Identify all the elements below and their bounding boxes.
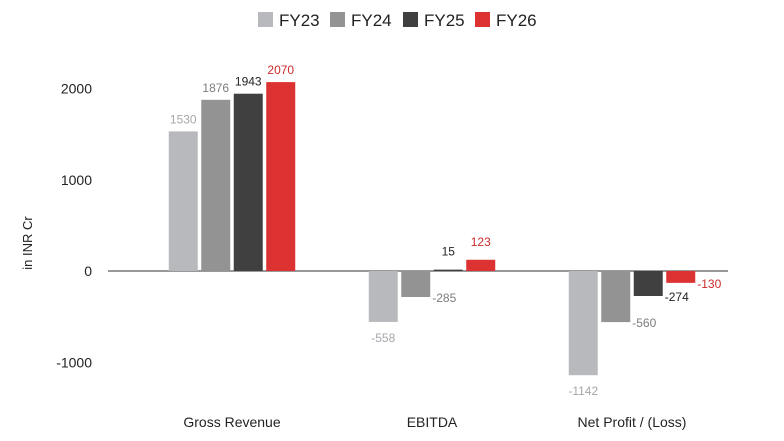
data-label: -130 — [697, 277, 721, 291]
x-axis: Gross Revenue EBITDA Net Profit / (Loss) — [183, 414, 686, 430]
bar-fy25 — [433, 269, 463, 272]
y-axis-label: in INR Cr — [20, 216, 35, 270]
bar-fy24 — [601, 271, 631, 323]
legend-label-fy24: FY24 — [351, 11, 392, 30]
data-label: 1530 — [170, 112, 197, 126]
legend-swatch-fy23 — [258, 12, 273, 27]
legend-swatch-fy24 — [330, 12, 345, 27]
legend-label-fy23: FY23 — [279, 11, 320, 30]
legend-label-fy25: FY25 — [424, 11, 465, 30]
bar-fy25 — [633, 271, 663, 297]
data-label: -560 — [632, 316, 656, 330]
category-label: EBITDA — [407, 414, 458, 430]
bar-fy26 — [666, 271, 696, 283]
legend-swatch-fy26 — [475, 12, 490, 27]
bar-fy24 — [401, 271, 431, 298]
data-label: 1876 — [202, 81, 229, 95]
bar-fy23 — [368, 271, 398, 322]
bar-fy24 — [201, 99, 231, 271]
legend: FY23 FY24 FY25 FY26 — [258, 11, 537, 30]
bar-fy26 — [266, 82, 296, 271]
data-label: -558 — [371, 331, 395, 345]
data-label: 1943 — [235, 75, 262, 89]
y-tick-label: -1000 — [56, 354, 92, 370]
data-labels: 1530 1876 1943 2070 -558 -285 15 123 -1142 -560 -2… — [170, 63, 722, 398]
data-label: 123 — [471, 235, 491, 249]
bar-fy26 — [466, 259, 496, 271]
legend-swatch-fy25 — [403, 12, 418, 27]
data-label: -285 — [432, 291, 456, 305]
y-tick-label: 0 — [84, 263, 92, 279]
y-tick-label: 2000 — [61, 81, 92, 97]
category-label: Gross Revenue — [183, 414, 280, 430]
bars — [168, 82, 696, 376]
bar-fy25 — [233, 93, 263, 271]
data-label: 15 — [442, 245, 456, 259]
legend-label-fy26: FY26 — [496, 11, 537, 30]
bar-fy23 — [568, 271, 598, 376]
data-label: 2070 — [267, 63, 294, 77]
y-axis: -1000 0 1000 2000 — [56, 81, 92, 371]
category-label: Net Profit / (Loss) — [578, 414, 687, 430]
data-label: -274 — [665, 290, 689, 304]
data-label: -1142 — [568, 384, 598, 398]
bar-fy23 — [168, 131, 198, 271]
y-tick-label: 1000 — [61, 172, 92, 188]
